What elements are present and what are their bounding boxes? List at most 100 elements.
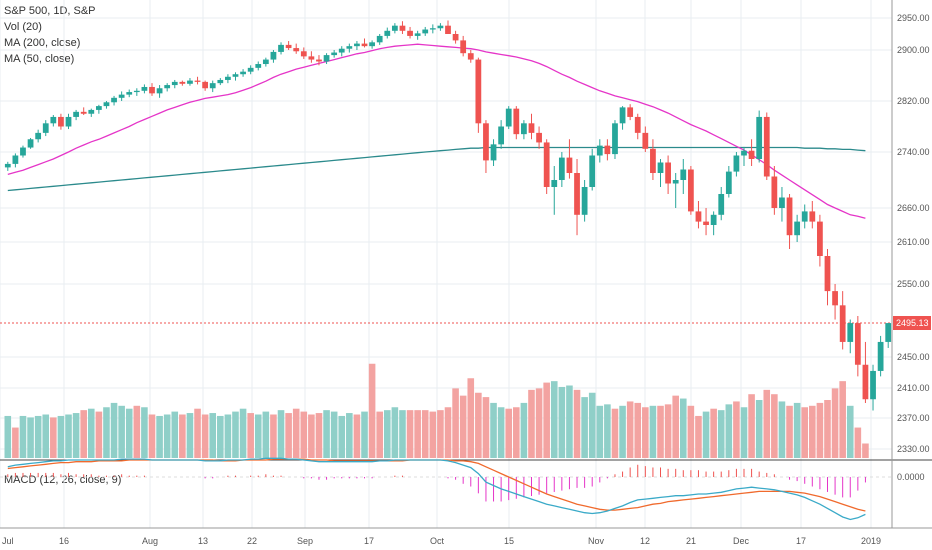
legend-ma50[interactable]: MA (50, close): [4, 53, 75, 65]
volume-bar: [406, 410, 414, 458]
candle-body: [133, 90, 140, 93]
candle-body: [376, 35, 383, 43]
volume-bar: [702, 411, 710, 458]
volume-bar: [831, 388, 839, 458]
volume-bar: [550, 381, 558, 458]
candle-body: [156, 88, 163, 94]
volume-bar: [437, 410, 444, 458]
candle-body: [832, 291, 838, 306]
volume-bar: [277, 410, 285, 458]
candle-body: [194, 80, 201, 82]
volume-bar: [687, 405, 695, 458]
candle-body: [247, 67, 254, 72]
candle-body: [354, 43, 360, 47]
volume-bar: [475, 392, 482, 458]
volume-bar: [34, 415, 42, 458]
date-tick-label: Jul: [2, 536, 14, 546]
candle-body: [650, 148, 656, 173]
volume-bar: [186, 413, 194, 458]
candle-body: [475, 59, 482, 124]
volume-bar: [748, 394, 755, 458]
candle-body: [467, 53, 474, 60]
volume-bar: [824, 400, 831, 458]
candle-body: [232, 74, 239, 77]
volume-bar: [209, 413, 217, 458]
candle-body: [801, 211, 808, 222]
candle-body: [695, 211, 702, 222]
volume-bar: [72, 413, 80, 458]
volume-bar: [315, 413, 323, 458]
volume-bar: [809, 405, 816, 458]
candle-body: [885, 323, 892, 342]
candle-body: [58, 116, 64, 127]
candle-body: [763, 116, 770, 177]
volume-bar: [566, 385, 573, 458]
candle-body: [437, 25, 444, 29]
volume-bar: [649, 405, 657, 458]
candle-body: [316, 59, 322, 62]
date-tick-label: 15: [504, 536, 514, 546]
volume-bar: [725, 404, 733, 458]
candle-body: [877, 341, 884, 371]
volume-bar: [717, 410, 725, 458]
volume-bar: [247, 413, 254, 458]
candle-body: [73, 111, 79, 117]
candle-body: [262, 59, 269, 65]
candle-body: [642, 132, 649, 149]
candle-body: [862, 364, 869, 400]
volume-bar: [346, 413, 353, 458]
candle-body: [551, 180, 558, 187]
candle-body: [718, 194, 725, 215]
candle-body: [521, 123, 527, 135]
candle-body: [498, 126, 505, 145]
candle-body: [756, 116, 763, 159]
ma200-line: [7, 146, 866, 192]
legend-symbol[interactable]: S&P 500, 1D, S&P: [4, 5, 96, 17]
candle-body: [300, 51, 307, 57]
macd-line: [7, 457, 866, 521]
volume-bar: [399, 410, 406, 458]
volume-bar: [679, 398, 687, 458]
volume-bar: [520, 402, 528, 458]
volume-bar: [634, 402, 642, 458]
legend-volume[interactable]: Vol (20): [4, 21, 42, 33]
candle-body: [589, 155, 596, 187]
legend-ma200[interactable]: MA (200, close): [4, 37, 81, 49]
candle-body: [35, 132, 42, 140]
volume-bar: [118, 405, 125, 458]
candle-body: [703, 221, 709, 225]
candle-body: [566, 157, 573, 173]
candle-body: [141, 86, 148, 91]
volume-bar: [846, 405, 854, 458]
volume-bar: [12, 427, 19, 458]
price-tick-label: 2820.00: [897, 96, 930, 106]
candle-body: [12, 155, 19, 164]
volume-bar: [300, 411, 308, 458]
candle-body: [847, 323, 854, 342]
volume-bar: [786, 405, 793, 458]
candle-body: [513, 108, 520, 135]
volume-bar: [854, 427, 862, 458]
volume-bar: [133, 405, 141, 458]
candle-body: [65, 116, 72, 127]
volume-bar: [224, 414, 232, 458]
price-tick-label: 2330.00: [897, 444, 930, 454]
price-tick-label: 2660.00: [897, 203, 930, 213]
candle-body: [27, 139, 34, 148]
candle-body: [854, 323, 861, 365]
candle-body: [422, 29, 429, 34]
price-tick-label: 2370.00: [897, 413, 930, 423]
candle-body: [543, 142, 550, 187]
candle-body: [164, 85, 171, 89]
volume-bar: [262, 411, 270, 458]
volume-bar: [421, 410, 429, 458]
candle-body: [779, 197, 785, 208]
candle-body: [460, 40, 467, 54]
volume-bar: [217, 415, 224, 458]
volume-bar: [179, 414, 186, 458]
volume-bar: [19, 415, 27, 458]
last-price-tag: [893, 316, 931, 330]
date-tick-label: 17: [364, 536, 374, 546]
candle-body: [103, 102, 110, 107]
